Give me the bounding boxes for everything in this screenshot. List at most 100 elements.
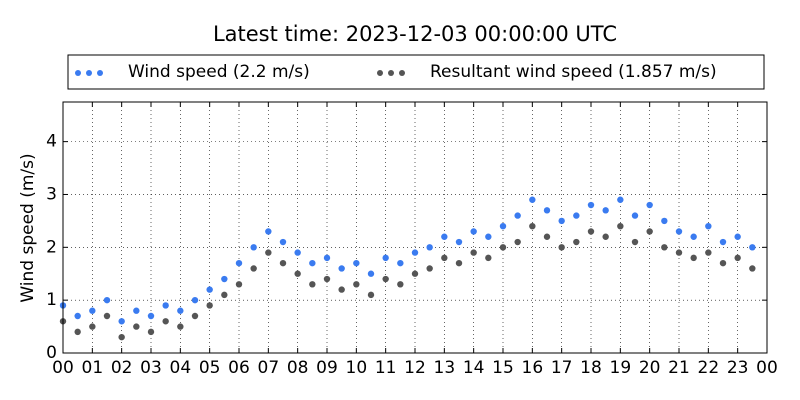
x-tick-label: 05 [199, 358, 221, 378]
data-point [191, 312, 199, 320]
data-point [177, 307, 184, 314]
data-point [235, 259, 243, 267]
data-point [118, 318, 125, 325]
data-point [162, 318, 169, 325]
data-point [133, 323, 140, 330]
legend-marker [97, 70, 103, 76]
data-point [631, 238, 639, 246]
data-point [265, 228, 272, 235]
data-point [191, 296, 199, 304]
x-tick-label: 14 [463, 358, 485, 378]
data-point [177, 323, 184, 330]
x-tick-label: 13 [434, 358, 456, 378]
data-point [690, 233, 697, 240]
data-point [89, 323, 96, 330]
x-tick-label: 21 [668, 358, 690, 378]
data-point [661, 244, 668, 251]
data-point [147, 328, 155, 336]
data-point [206, 286, 213, 293]
data-point [617, 196, 624, 203]
data-point [279, 259, 287, 267]
data-point [147, 312, 155, 320]
data-point [441, 233, 448, 240]
data-point [279, 238, 287, 246]
x-tick-label: 04 [170, 358, 192, 378]
data-point [338, 286, 345, 293]
x-tick-label: 11 [375, 358, 397, 378]
data-point [353, 259, 360, 267]
data-point [470, 228, 477, 235]
data-point [323, 275, 331, 283]
data-point [250, 265, 257, 272]
data-point [338, 265, 345, 272]
data-point [235, 281, 243, 288]
chart-title: Latest time: 2023-12-03 00:00:00 UTC [213, 22, 617, 46]
x-tick-label: 06 [228, 358, 250, 378]
data-point [118, 333, 125, 341]
data-point [485, 233, 492, 240]
x-tick-label: 12 [404, 358, 426, 378]
data-point [661, 217, 668, 225]
x-tick-label: 23 [727, 358, 749, 378]
x-tick-label: 03 [140, 358, 162, 378]
data-point [309, 259, 316, 267]
data-point [602, 207, 609, 214]
x-tick-label: 16 [522, 358, 544, 378]
data-point [426, 265, 433, 272]
data-point [323, 254, 331, 262]
data-point [367, 291, 375, 299]
data-point [294, 270, 301, 277]
data-point [719, 259, 727, 267]
data-point [499, 222, 507, 230]
data-point [719, 238, 727, 246]
x-tick-label: 22 [698, 358, 720, 378]
legend-marker [377, 70, 383, 76]
data-point [470, 249, 477, 256]
legend-marker [399, 70, 405, 76]
x-tick-label: 00 [52, 358, 74, 378]
data-point [221, 275, 228, 283]
data-point [382, 254, 389, 262]
data-point [675, 249, 683, 256]
data-point [441, 254, 448, 262]
data-point [690, 254, 697, 262]
data-point [397, 281, 404, 288]
data-point [162, 302, 169, 309]
data-point [133, 307, 140, 314]
x-tick-label: 18 [580, 358, 602, 378]
data-point [455, 259, 463, 267]
data-point [646, 228, 653, 235]
data-point [675, 228, 683, 235]
data-point [309, 281, 316, 288]
data-point [265, 249, 272, 256]
legend-label: Wind speed (2.2 m/s) [128, 62, 310, 82]
data-point [397, 259, 404, 267]
x-tick-label: 00 [756, 358, 778, 378]
legend-marker [75, 70, 81, 76]
data-point [529, 222, 536, 230]
data-point [103, 296, 111, 304]
data-point [749, 244, 756, 251]
data-point [514, 212, 521, 219]
y-tick-label: 2 [46, 237, 57, 257]
data-point [558, 217, 565, 225]
data-point [455, 238, 463, 246]
data-point [485, 254, 492, 262]
data-point [74, 328, 81, 336]
data-point [353, 281, 360, 288]
x-tick-label: 08 [287, 358, 309, 378]
legend-marker [388, 70, 394, 76]
x-tick-label: 15 [492, 358, 514, 378]
data-point [617, 222, 624, 230]
data-point [587, 228, 595, 235]
data-point [74, 312, 81, 320]
data-point [426, 244, 433, 251]
x-tick-label: 19 [610, 358, 632, 378]
data-point [221, 291, 228, 299]
data-point [646, 201, 653, 209]
data-point [573, 212, 580, 219]
data-point [103, 312, 111, 320]
x-tick-label: 07 [258, 358, 280, 378]
data-point [543, 233, 551, 240]
